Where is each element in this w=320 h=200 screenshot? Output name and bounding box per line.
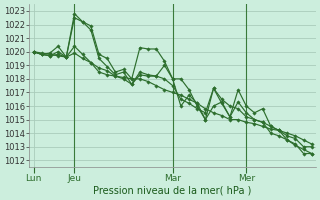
X-axis label: Pression niveau de la mer( hPa ): Pression niveau de la mer( hPa ) <box>93 186 252 196</box>
